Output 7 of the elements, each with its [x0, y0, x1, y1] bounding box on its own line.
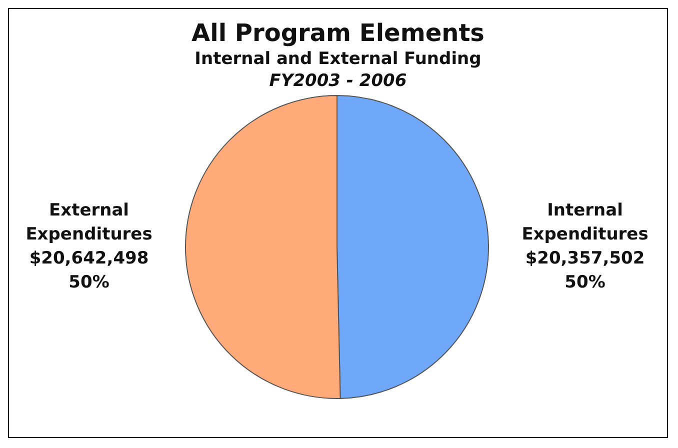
slice-label: External Expenditures	[26, 200, 152, 244]
slice-label: Internal Expenditures	[522, 200, 648, 244]
data-label: $20,642,498 50%	[29, 248, 149, 292]
chart-subtitle: Internal and External Funding	[194, 49, 482, 69]
text: FY2003 - 2006	[268, 71, 408, 91]
chart-title: All Program Elements	[190, 19, 486, 47]
data-label: $20,357,502 50%	[525, 248, 645, 292]
